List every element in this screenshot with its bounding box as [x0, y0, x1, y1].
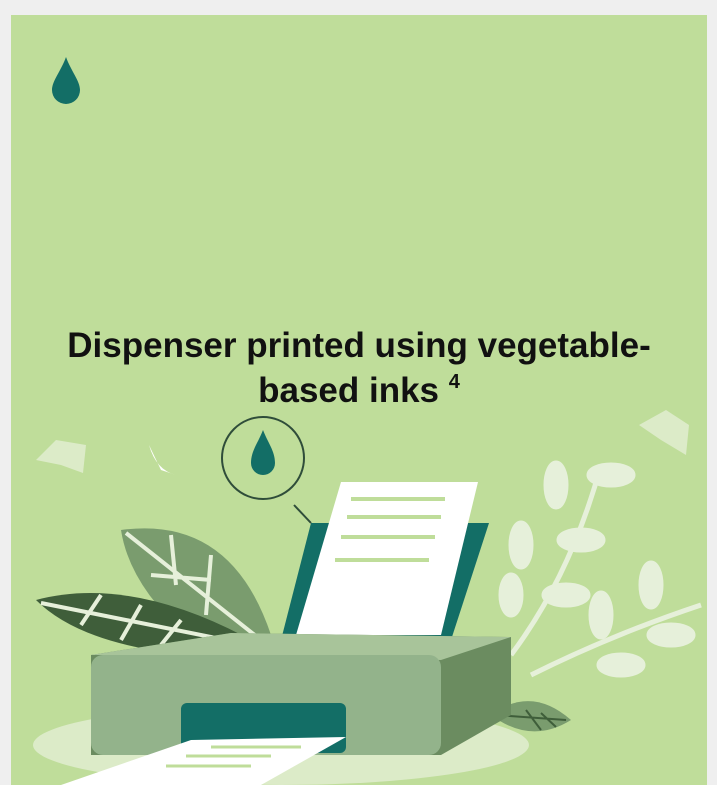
heading-text: Dispenser printed using vegetable-based …	[67, 326, 651, 410]
drop-icon	[52, 57, 80, 104]
printer-illustration	[33, 410, 702, 785]
footnote-mark: 4	[448, 371, 460, 393]
heading: Dispenser printed using vegetable-based …	[41, 323, 677, 413]
card: Dispenser printed using vegetable-based …	[11, 15, 707, 785]
